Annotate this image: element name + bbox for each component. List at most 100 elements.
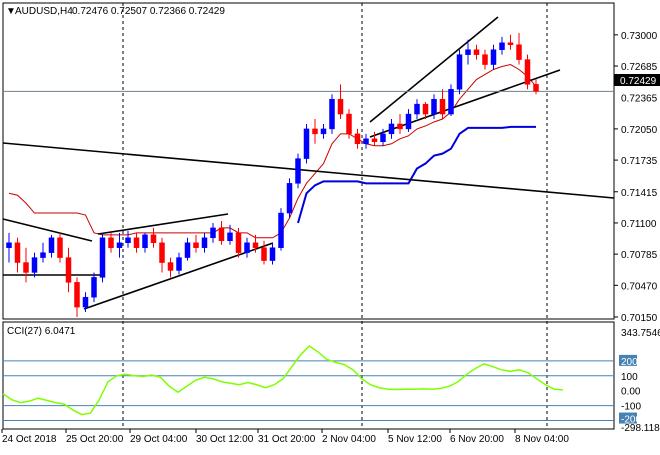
time-tick-label: 2 Nov 04:00	[322, 434, 376, 445]
time-tick-label: 5 Nov 12:00	[388, 434, 442, 445]
cci-series-line	[2, 344, 564, 416]
bear-candle	[533, 84, 539, 92]
bear-candle	[422, 103, 429, 115]
bear-candle	[354, 133, 361, 145]
bear-candle	[74, 282, 80, 308]
time-tick-label: 25 Oct 20:00	[66, 434, 124, 445]
bull-candle	[303, 128, 310, 159]
bear-candle	[346, 113, 352, 135]
trendline	[83, 242, 274, 310]
bull-candle	[388, 123, 395, 135]
bear-candle	[167, 262, 174, 271]
bear-candle	[218, 227, 225, 242]
ohlc-values: 0.72476 0.72507 0.72366 0.72429	[72, 6, 225, 17]
cci-tick-label: 0.00	[621, 387, 641, 398]
cci-tick-label: 100	[621, 372, 638, 383]
bear-candle	[507, 42, 514, 46]
price-tick-label: 0.70785	[621, 250, 658, 261]
price-panel-frame	[2, 2, 615, 320]
bull-candle	[329, 98, 335, 130]
bull-candle	[431, 98, 437, 115]
bull-candle	[142, 234, 148, 248]
price-tick-label: 0.72365	[621, 94, 658, 105]
bull-candle	[278, 212, 284, 248]
bull-candle	[91, 277, 97, 298]
bear-candle	[482, 54, 488, 65]
bear-candle	[23, 262, 29, 273]
trendline	[369, 16, 499, 123]
bull-candle	[269, 247, 276, 261]
current-price-tag-label: 0.72429	[620, 76, 657, 87]
bull-candle	[116, 242, 123, 248]
bear-candle	[108, 237, 114, 248]
red-moving-band-line	[8, 64, 537, 239]
bear-candle	[193, 242, 199, 248]
bear-candle	[337, 98, 344, 115]
bear-candle	[150, 234, 157, 244]
bull-candle	[414, 103, 420, 115]
blue-support-band-line	[297, 125, 536, 224]
bull-candle	[210, 227, 216, 239]
cci-level-tag	[619, 354, 637, 366]
bull-candle	[490, 49, 497, 65]
time-tick-label: 6 Nov 20:00	[450, 434, 504, 445]
bull-candle	[380, 133, 386, 143]
bull-candle	[40, 252, 46, 258]
cci-tick-label: -200	[621, 415, 641, 426]
price-tick-label: 0.70470	[621, 281, 658, 292]
bull-candle	[363, 138, 369, 145]
symbol-label: AUDUSD,H4	[15, 6, 73, 17]
cci-level-tag	[619, 412, 637, 424]
bull-candle	[6, 242, 12, 248]
cci-tick-label: 343.7546	[621, 328, 660, 339]
bull-candle	[31, 257, 38, 273]
time-tick-label: 8 Nov 04:00	[515, 434, 569, 445]
bull-candle	[82, 296, 89, 308]
bull-candle	[320, 128, 327, 135]
current-price-tag	[614, 74, 660, 86]
cci-tick-label: 200	[621, 357, 638, 368]
bull-candle	[99, 237, 106, 278]
price-tick-label: 0.72685	[621, 62, 658, 73]
time-tick-label: 24 Oct 2018	[2, 434, 57, 445]
price-tick-label: 0.71100	[621, 219, 657, 230]
bear-candle	[524, 59, 531, 85]
bear-candle	[252, 242, 259, 248]
bull-candle	[48, 237, 55, 253]
bear-candle	[439, 98, 446, 115]
bear-candle	[159, 242, 165, 263]
bear-candle	[65, 257, 72, 283]
bear-candle	[473, 49, 480, 55]
time-tick-label: 29 Oct 04:00	[130, 434, 188, 445]
bull-candle	[405, 113, 412, 130]
bull-candle	[499, 42, 505, 50]
bear-candle	[57, 237, 63, 258]
bull-candle	[456, 54, 463, 90]
bear-candle	[516, 44, 522, 60]
bull-candle	[465, 49, 471, 55]
bull-candle	[244, 242, 250, 253]
bull-candle	[201, 237, 208, 248]
bull-candle	[125, 237, 131, 244]
cci-tick-label: -100	[621, 402, 641, 413]
price-tick-label: 0.70150	[621, 313, 658, 324]
bull-candle	[176, 257, 182, 271]
bear-candle	[261, 247, 267, 261]
bear-candle	[235, 232, 242, 253]
trendline	[97, 213, 229, 235]
dropdown-arrow-icon[interactable]: ▼	[6, 6, 16, 17]
cci-tick-label: -298.1185	[621, 423, 660, 434]
bear-candle	[397, 123, 403, 130]
bull-candle	[227, 232, 233, 242]
price-tick-label: 0.71415	[621, 188, 658, 199]
bear-candle	[14, 242, 21, 263]
bear-candle	[371, 138, 378, 143]
bear-candle	[312, 128, 318, 135]
price-tick-label: 0.72050	[621, 125, 658, 136]
cci-indicator-label: CCI(27) 6.0471	[7, 326, 76, 337]
bear-candle	[133, 237, 140, 248]
time-tick-label: 30 Oct 12:00	[196, 434, 254, 445]
price-tick-label: 0.71735	[621, 156, 658, 167]
